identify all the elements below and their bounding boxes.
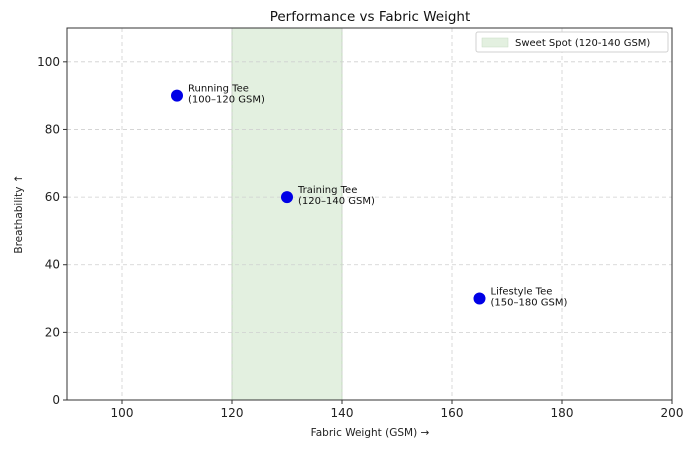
sweet-spot-region	[231, 28, 343, 400]
x-tick-label: 100	[111, 406, 134, 420]
y-tick-label: 40	[45, 258, 60, 272]
y-tick-label: 100	[37, 55, 60, 69]
point-sublabel: (120–140 GSM)	[298, 196, 375, 207]
legend-label: Sweet Spot (120-140 GSM)	[515, 38, 650, 49]
x-tick-label: 140	[331, 406, 354, 420]
plot-frame	[66, 27, 673, 401]
point-label: Lifestyle Tee	[491, 287, 553, 298]
axis-ticks: 100 120 140 160 180 200 0 20 40 60 80 100	[37, 55, 683, 420]
data-points: Running Tee(100–120 GSM) Training Tee(120…	[171, 84, 567, 309]
legend-box	[475, 31, 669, 53]
point-marker-icon	[281, 191, 293, 204]
x-tick-label: 160	[441, 406, 464, 420]
y-axis-label: Breathability ↑	[13, 174, 25, 253]
x-tick-label: 200	[661, 406, 684, 420]
point-label: Running Tee	[188, 84, 249, 95]
grid-lines	[67, 28, 673, 401]
legend-swatch-icon	[481, 37, 509, 48]
point-marker-icon	[171, 89, 183, 102]
point-marker-icon	[473, 292, 486, 305]
sweet-spot-band	[232, 28, 342, 400]
data-point: Running Tee(100–120 GSM)	[171, 84, 265, 106]
data-point: Training Tee(120–140 GSM)	[281, 185, 375, 207]
x-tick-label: 180	[551, 406, 574, 420]
y-tick-label: 60	[45, 190, 60, 204]
point-sublabel: (100–120 GSM)	[188, 95, 265, 106]
point-label: Training Tee	[297, 185, 357, 196]
point-sublabel: (150–180 GSM)	[491, 298, 568, 309]
x-axis-label: Fabric Weight (GSM) →	[311, 427, 430, 439]
y-tick-label: 80	[45, 122, 60, 136]
data-point: Lifestyle Tee(150–180 GSM)	[473, 287, 568, 309]
y-tick-label: 20	[45, 325, 60, 339]
chart-title: Performance vs Fabric Weight	[270, 9, 471, 25]
y-tick-label: 0	[52, 393, 60, 407]
x-tick-label: 120	[221, 406, 244, 420]
legend: Sweet Spot (120-140 GSM)	[475, 31, 669, 53]
